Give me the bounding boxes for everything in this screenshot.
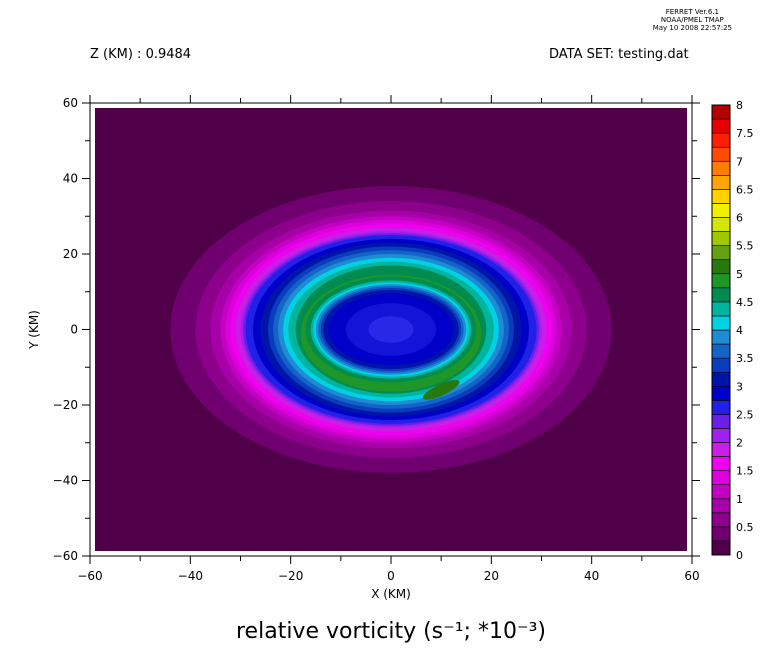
colorbar-label: 2.5 [736,408,754,421]
colorbar-swatch [711,470,731,485]
colorbar-swatch [711,498,731,514]
colorbar-label: 8 [736,99,743,112]
colorbar-swatch [711,315,731,331]
colorbar-swatch [711,104,731,120]
y-tick-label: 20 [63,247,78,261]
colorbar-label: 4.5 [736,296,754,309]
y-tick-label: 40 [63,172,78,186]
colorbar-swatch [711,245,731,260]
colorbar-label: 0 [736,549,743,562]
colorbar-swatch [711,512,731,528]
colorbar-swatch [711,146,731,162]
y-tick-label: 0 [70,323,78,337]
colorbar-swatch [711,357,731,373]
colorbar-label: 1 [736,493,743,506]
colorbar-swatch [711,259,731,275]
colorbar-swatch [711,329,731,345]
colorbar-swatch [711,132,731,148]
colorbar-swatch [711,526,731,542]
colorbar-swatch [711,217,731,232]
colorbar-swatch [711,203,731,218]
colorbar-swatch [711,287,731,303]
x-tick-label: 20 [484,569,499,583]
stamp-line: FERRET Ver.6.1 [665,8,719,16]
colorbar-label: 3 [736,380,743,393]
colorbar-frame [711,104,731,556]
y-tick-label: −20 [53,398,78,412]
dataset-label: DATA SET: testing.dat [549,47,689,62]
x-tick-label: −60 [77,569,102,583]
colorbar-label: 4 [736,324,743,337]
colorbar-swatch [711,540,731,556]
colorbar-label: 6.5 [736,183,754,196]
colorbar-label: 0.5 [736,521,754,534]
colorbar-swatch [711,385,731,401]
y-tick-label: −40 [53,474,78,488]
y-tick-label: 60 [63,96,78,110]
stamp-line: May 10 2008 22:57:25 [652,24,732,32]
colorbar-swatch [711,175,731,190]
colorbar-swatch [711,371,731,387]
contour-highlight [422,379,460,400]
y-tick-label: −60 [53,549,78,563]
y-axis-label: Y (KM) [27,310,41,350]
colorbar-swatch [711,301,731,317]
chart-title: relative vorticity (s⁻¹; *10⁻³) [236,619,546,644]
x-axis-label: X (KM) [371,587,411,601]
colorbar-swatch [711,414,731,429]
colorbar-swatch [711,343,731,359]
x-tick-label: 60 [684,569,699,583]
z-level-label: Z (KM) : 0.9484 [90,47,192,62]
colorbar-label: 2 [736,437,743,450]
colorbar-swatch [711,160,731,176]
ferret-stamp: FERRET Ver.6.1 NOAA/PMEL TMAP May 10 200… [653,8,732,32]
colorbar-label: 5.5 [736,240,754,253]
x-tick-label: −40 [178,569,203,583]
x-tick-label: 40 [584,569,599,583]
colorbar-swatch [711,442,731,457]
colorbar-swatch [711,118,731,134]
colorbar-label: 3.5 [736,352,754,365]
colorbar-swatch [711,428,731,443]
colorbar-label: 6 [736,212,743,225]
x-tick-label: −20 [278,569,303,583]
colorbar-swatch [711,231,731,246]
colorbar-label: 5 [736,268,743,281]
colorbar-swatch [711,189,731,204]
stamp-line: NOAA/PMEL TMAP [660,16,724,24]
colorbar-label: 7.5 [736,127,754,140]
colorbar-swatch [711,456,731,471]
colorbar-label: 7 [736,155,743,168]
colorbar-label: 1.5 [736,465,754,478]
contour-band [368,316,414,343]
colorbar-swatch [711,273,731,289]
x-tick-label: 0 [387,569,395,583]
colorbar-swatch [711,400,731,415]
colorbar-swatch [711,484,731,500]
